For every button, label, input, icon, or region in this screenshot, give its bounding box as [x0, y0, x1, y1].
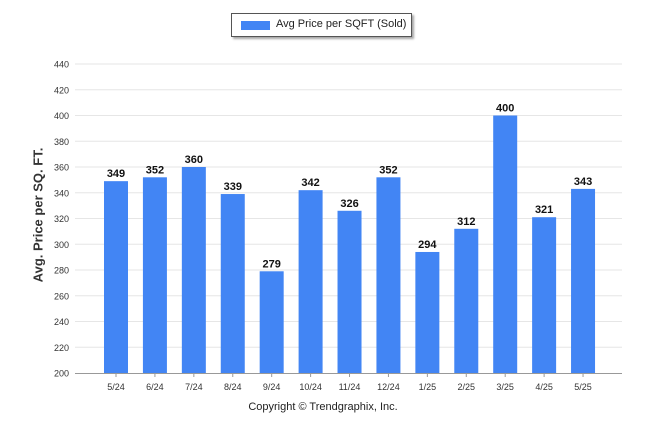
x-tick-label: 11/24	[339, 382, 361, 392]
y-tick-label: 240	[54, 317, 69, 327]
y-tick-label: 200	[54, 369, 69, 379]
x-tick-label: 1/25	[419, 382, 437, 392]
data-label: 343	[574, 176, 592, 188]
bar[interactable]	[454, 228, 479, 373]
legend[interactable]: Avg Price per SQFT (Sold)	[231, 13, 412, 37]
y-axis: 200 220 240 260 280 300 320 340 360 380 400 420 440	[54, 60, 69, 379]
copyright-credit: Copyright © Trendgraphix, Inc.	[248, 401, 398, 413]
data-label: 339	[224, 181, 242, 193]
x-tick-label: 7/24	[185, 382, 203, 392]
y-tick-label: 260	[54, 291, 69, 301]
data-label: 360	[185, 154, 203, 166]
data-label: 279	[263, 258, 281, 270]
data-label: 349	[107, 168, 125, 180]
data-label: 352	[146, 164, 164, 176]
bar[interactable]	[337, 210, 362, 373]
legend-swatch	[241, 21, 270, 30]
bar[interactable]	[220, 194, 245, 373]
bar[interactable]	[104, 181, 128, 373]
data-label: 400	[496, 103, 514, 115]
x-tick-label: 6/24	[146, 382, 164, 392]
bar[interactable]	[532, 217, 557, 373]
data-labels: 349 352 360 339 279 342 326 352 294 312 400 321 343	[107, 103, 592, 271]
bar[interactable]	[298, 190, 323, 373]
x-tick-label: 5/24	[107, 382, 125, 392]
bar[interactable]	[142, 177, 167, 373]
x-tick-label: 12/24	[377, 382, 400, 392]
y-tick-label: 380	[54, 137, 69, 147]
legend-label: Avg Price per SQFT (Sold)	[276, 18, 407, 30]
bar[interactable]	[376, 177, 401, 373]
data-label: 312	[457, 216, 475, 228]
data-label: 342	[301, 177, 319, 189]
data-label: 321	[535, 204, 553, 216]
data-label: 326	[340, 198, 358, 210]
x-axis: 5/24 6/24 7/24 8/24 9/24 10/24 11/24 12/24 1/25 2…	[75, 373, 622, 392]
y-tick-label: 360	[54, 163, 69, 173]
data-label: 352	[379, 164, 397, 176]
bar[interactable]	[571, 188, 596, 373]
x-tick-label: 3/25	[496, 382, 514, 392]
y-tick-label: 220	[54, 343, 69, 353]
bars	[104, 115, 596, 374]
y-tick-label: 420	[54, 85, 69, 95]
bar[interactable]	[493, 115, 518, 374]
x-tick-label: 2/25	[458, 382, 476, 392]
y-tick-label: 280	[54, 266, 69, 276]
y-tick-label: 300	[54, 240, 69, 250]
x-tick-label: 9/24	[263, 382, 281, 392]
y-tick-label: 440	[54, 60, 69, 70]
x-tick-label: 4/25	[535, 382, 553, 392]
y-tick-label: 340	[54, 188, 69, 198]
x-tick-label: 10/24	[299, 382, 322, 392]
y-tick-label: 320	[54, 214, 69, 224]
data-label: 294	[418, 239, 437, 251]
bar[interactable]	[415, 251, 440, 373]
x-tick-label: 8/24	[224, 382, 242, 392]
x-tick-label: 5/25	[574, 382, 592, 392]
bar[interactable]	[181, 167, 206, 373]
bar[interactable]	[259, 271, 284, 373]
y-tick-label: 400	[54, 111, 69, 121]
y-axis-title: Avg. Price per SQ. FT.	[30, 147, 46, 283]
